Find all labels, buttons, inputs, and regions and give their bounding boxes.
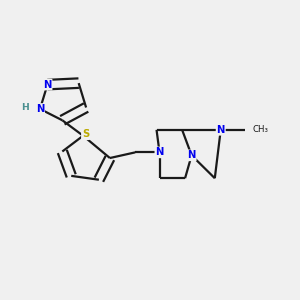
Text: N: N xyxy=(36,104,44,114)
Text: N: N xyxy=(43,80,52,90)
Text: H: H xyxy=(21,103,28,112)
Text: N: N xyxy=(217,125,225,135)
Text: S: S xyxy=(82,129,89,139)
Text: CH₃: CH₃ xyxy=(253,125,268,134)
Text: N: N xyxy=(155,147,164,158)
Text: N: N xyxy=(188,150,196,160)
